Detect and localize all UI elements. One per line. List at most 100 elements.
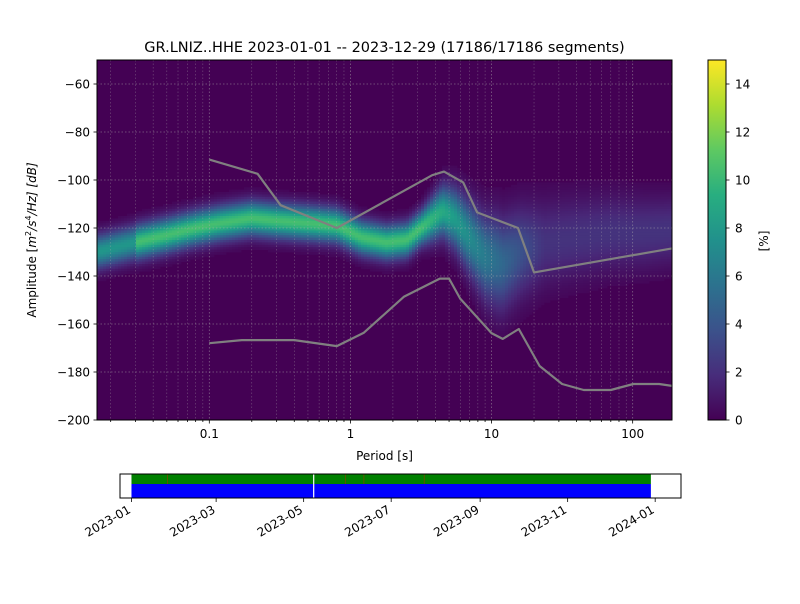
heatmap-cell xyxy=(229,216,233,219)
heatmap-cell xyxy=(529,184,533,188)
heatmap-cell xyxy=(445,220,449,224)
heatmap-cell xyxy=(469,208,473,212)
heatmap-cell xyxy=(496,208,500,212)
heatmap-cell xyxy=(226,204,230,207)
heatmap-cell xyxy=(319,199,323,202)
heatmap-cell xyxy=(535,218,539,222)
heatmap-cell xyxy=(496,192,500,195)
heatmap-cell xyxy=(148,244,152,248)
heatmap-cell xyxy=(412,228,416,231)
heatmap-cell xyxy=(178,225,182,229)
heatmap-cell xyxy=(472,194,476,198)
heatmap-cell xyxy=(271,240,275,243)
heatmap-cell xyxy=(466,288,470,291)
heatmap-cell xyxy=(469,280,473,284)
heatmap-cell xyxy=(496,247,500,250)
heatmap-cell xyxy=(514,321,518,325)
heatmap-cell xyxy=(307,237,311,241)
heatmap-cell xyxy=(232,237,236,241)
heatmap-cell xyxy=(469,180,473,183)
heatmap-cell xyxy=(433,196,437,200)
heatmap-cell xyxy=(112,225,116,229)
heatmap-cell xyxy=(466,273,470,277)
heatmap-cell xyxy=(469,189,473,193)
heatmap-cell xyxy=(319,230,323,234)
heatmap-cell xyxy=(262,211,266,214)
heatmap-cell xyxy=(316,223,320,226)
heatmap-cell xyxy=(457,240,461,243)
heatmap-cell xyxy=(259,237,263,241)
heatmap-cell xyxy=(427,247,431,250)
heatmap-cell xyxy=(514,276,518,279)
heatmap-cell xyxy=(403,208,407,212)
heatmap-cell xyxy=(331,213,335,217)
heatmap-cell xyxy=(535,256,539,260)
heatmap-cell xyxy=(208,225,212,229)
heatmap-cell xyxy=(448,204,452,207)
heatmap-cell xyxy=(460,244,464,248)
heatmap-cell xyxy=(538,208,542,212)
heatmap-cell xyxy=(193,228,197,231)
heatmap-cell xyxy=(505,206,509,210)
heatmap-cell xyxy=(310,247,314,250)
heatmap-cell xyxy=(487,249,491,253)
heatmap-cell xyxy=(163,249,167,253)
heatmap-cell xyxy=(511,314,515,318)
heatmap-cell xyxy=(160,252,164,255)
heatmap-cell xyxy=(388,256,392,260)
heatmap-cell xyxy=(511,271,515,274)
heatmap-cell xyxy=(367,225,371,229)
heatmap-cell xyxy=(346,252,350,255)
heatmap-cell xyxy=(265,230,269,234)
heatmap-cell xyxy=(487,268,491,272)
heatmap-cell xyxy=(253,244,257,248)
heatmap-cell xyxy=(274,242,278,246)
heatmap-cell xyxy=(442,177,446,181)
heatmap-cell xyxy=(136,266,140,270)
heatmap-cell xyxy=(502,300,506,303)
heatmap-cell xyxy=(148,268,152,272)
heatmap-cell xyxy=(256,204,260,207)
heatmap-cell xyxy=(529,309,533,313)
heatmap-cell xyxy=(289,232,293,236)
heatmap-cell xyxy=(154,242,158,246)
heatmap-cell xyxy=(394,237,398,241)
heatmap-cell xyxy=(127,256,131,260)
heatmap-cell xyxy=(238,242,242,246)
heatmap-cell xyxy=(196,199,200,202)
heatmap-cell xyxy=(223,230,227,234)
heatmap-cell xyxy=(544,280,548,284)
heatmap-cell xyxy=(523,213,527,217)
heatmap-cell xyxy=(457,180,461,183)
heatmap-cell xyxy=(511,204,515,207)
heatmap-cell xyxy=(475,307,479,310)
heatmap-cell xyxy=(400,223,404,226)
heatmap-cell xyxy=(307,252,311,255)
heatmap-cell xyxy=(439,187,443,190)
heatmap-cell xyxy=(502,316,506,320)
heatmap-cell xyxy=(466,290,470,294)
heatmap-cell xyxy=(118,244,122,248)
heatmap-cell xyxy=(520,213,524,217)
heatmap-cell xyxy=(538,228,542,231)
heatmap-cell xyxy=(517,316,521,320)
heatmap-cell xyxy=(289,247,293,250)
heatmap-cell xyxy=(256,237,260,241)
heatmap-cell xyxy=(442,216,446,219)
heatmap-cell xyxy=(496,213,500,217)
heatmap-cell xyxy=(532,194,536,198)
heatmap-cell xyxy=(430,247,434,250)
heatmap-cell xyxy=(544,199,548,202)
heatmap-cell xyxy=(274,189,278,193)
heatmap-cell xyxy=(310,220,314,224)
heatmap-cell xyxy=(484,228,488,231)
heatmap-cell xyxy=(418,201,422,205)
heatmap-cell xyxy=(475,184,479,188)
heatmap-cell xyxy=(238,192,242,195)
heatmap-cell xyxy=(100,261,104,265)
heatmap-cell xyxy=(499,319,503,322)
heatmap-cell xyxy=(373,237,377,241)
heatmap-cell xyxy=(325,220,329,224)
heatmap-cell xyxy=(163,247,167,250)
heatmap-cell xyxy=(328,240,332,243)
